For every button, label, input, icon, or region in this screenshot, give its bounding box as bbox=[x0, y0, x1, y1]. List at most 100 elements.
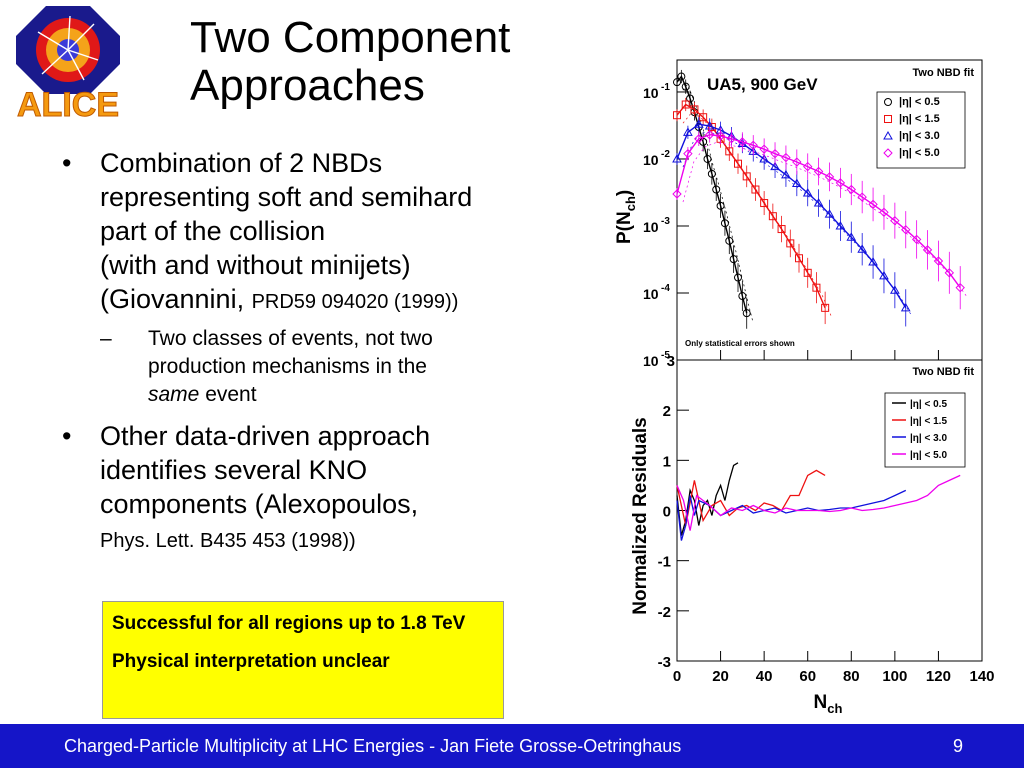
data-point bbox=[683, 148, 693, 159]
sub-bullet-line-3-rest: event bbox=[199, 383, 257, 406]
data-point bbox=[846, 232, 857, 241]
data-point bbox=[770, 148, 780, 159]
bullet-1-line-3: part of the collision bbox=[100, 216, 326, 246]
sub-bullet-emphasis: same bbox=[148, 383, 200, 406]
top-ytick-label: 10 bbox=[643, 286, 659, 302]
sub-bullet-line-2: production mechanisms in the bbox=[148, 355, 427, 378]
data-point bbox=[821, 303, 830, 312]
data-point bbox=[768, 212, 777, 221]
xtick-label: 100 bbox=[882, 668, 907, 685]
data-point bbox=[813, 166, 824, 177]
data-point bbox=[707, 123, 716, 132]
x-axis-label: Nch bbox=[814, 692, 843, 716]
top-legend-label: |η| < 1.5 bbox=[899, 113, 940, 125]
data-point bbox=[770, 161, 780, 171]
fit-component-3 bbox=[682, 142, 967, 296]
bottom-ytick-label: -2 bbox=[658, 604, 671, 621]
data-point bbox=[792, 157, 802, 167]
footer-text: Charged-Particle Multiplicity at LHC Ene… bbox=[64, 736, 682, 756]
top-ytick-label: 10 bbox=[643, 152, 659, 168]
bullet-1-reference: PRD59 094020 (1999)) bbox=[251, 291, 459, 313]
xtick-label: 140 bbox=[969, 668, 994, 685]
top-ytick-exponent: -3 bbox=[661, 216, 670, 227]
xtick-label: 60 bbox=[799, 668, 816, 685]
data-point bbox=[879, 207, 889, 218]
data-point bbox=[742, 309, 751, 318]
page-number: 9 bbox=[953, 736, 964, 756]
xtick-label: 40 bbox=[756, 668, 773, 685]
bullet-2-line-2: identifies several KNO bbox=[100, 455, 368, 485]
data-point bbox=[673, 111, 681, 120]
bottom-ytick-label: 1 bbox=[663, 453, 671, 470]
bottom-ytick-label: 2 bbox=[663, 403, 671, 420]
bullet-list: • Combination of 2 NBDs representing sof… bbox=[62, 146, 582, 564]
bottom-legend-label: |η| < 3.0 bbox=[910, 433, 947, 444]
data-point bbox=[824, 172, 835, 182]
footer-bar: Charged-Particle Multiplicity at LHC Ene… bbox=[0, 724, 1024, 768]
legend-marker bbox=[884, 98, 892, 106]
data-point bbox=[922, 245, 933, 255]
data-point bbox=[690, 105, 699, 114]
bottom-y-axis-label: Normalized Residuals bbox=[630, 417, 651, 614]
data-point bbox=[791, 178, 802, 188]
bottom-ytick-top: 3 bbox=[667, 353, 675, 370]
bullet-2-reference: Phys. Lett. B435 453 (1998)) bbox=[100, 530, 356, 552]
data-point bbox=[857, 192, 867, 202]
slide-title-line-2: Approaches bbox=[190, 61, 425, 110]
data-point bbox=[694, 134, 704, 144]
data-point bbox=[672, 189, 682, 199]
data-point bbox=[812, 283, 821, 292]
data-point bbox=[703, 154, 712, 163]
data-point bbox=[677, 72, 686, 81]
top-legend-label: |η| < 5.0 bbox=[899, 147, 940, 159]
bottom-legend-label: |η| < 0.5 bbox=[910, 399, 947, 410]
data-point bbox=[759, 153, 770, 163]
data-point bbox=[803, 268, 812, 277]
bullet-item-1: • Combination of 2 NBDs representing sof… bbox=[62, 146, 582, 319]
data-point bbox=[726, 134, 737, 144]
data-point bbox=[868, 257, 878, 266]
data-point bbox=[760, 199, 769, 208]
data-point bbox=[738, 292, 747, 301]
bottom-ytick-label: 0 bbox=[663, 504, 671, 521]
data-point bbox=[835, 220, 846, 230]
data-point bbox=[737, 137, 748, 147]
bullet-1-line-5: (Giovannini, bbox=[100, 284, 252, 314]
data-point bbox=[693, 119, 704, 128]
data-point bbox=[759, 144, 769, 154]
xtick-label: 120 bbox=[926, 668, 951, 685]
data-point bbox=[712, 185, 721, 194]
data-point bbox=[699, 113, 708, 122]
legend-marker bbox=[884, 115, 892, 123]
bottom-legend-label: |η| < 5.0 bbox=[910, 450, 947, 461]
data-point bbox=[734, 273, 742, 282]
data-point bbox=[824, 209, 835, 218]
data-point bbox=[715, 131, 726, 141]
bullet-1-line-4: (with and without minijets) bbox=[100, 250, 411, 280]
data-point bbox=[955, 282, 965, 293]
logo-text: ALICE bbox=[17, 86, 119, 120]
data-point bbox=[748, 140, 758, 151]
top-ytick-label: 10 bbox=[643, 85, 659, 101]
top-plot-title: Two NBD fit bbox=[912, 67, 974, 79]
top-ytick-label: 10 bbox=[643, 219, 659, 235]
data-point bbox=[681, 100, 690, 109]
bullet-item-2: • Other data-driven approach identifies … bbox=[62, 419, 582, 558]
fit-component-2 bbox=[682, 131, 913, 317]
data-point bbox=[944, 268, 955, 278]
data-point bbox=[803, 161, 813, 172]
data-point bbox=[686, 94, 695, 103]
sub-bullet-line-1: Two classes of events, not two bbox=[148, 327, 433, 350]
top-ytick-exponent: -2 bbox=[661, 149, 670, 160]
fit-curve-1 bbox=[676, 103, 826, 309]
top-ytick-exponent: -1 bbox=[661, 82, 670, 93]
data-point bbox=[857, 244, 868, 253]
data-point bbox=[751, 185, 760, 194]
data-point bbox=[781, 152, 791, 163]
data-point bbox=[835, 178, 846, 188]
residual-line-1 bbox=[676, 469, 826, 526]
residual-line-2 bbox=[676, 489, 907, 541]
conclusion-callout: Successful for all regions up to 1.8 TeV… bbox=[102, 601, 504, 719]
fit-component-1 bbox=[682, 112, 832, 317]
bottom-legend-label: |η| < 1.5 bbox=[910, 416, 947, 427]
